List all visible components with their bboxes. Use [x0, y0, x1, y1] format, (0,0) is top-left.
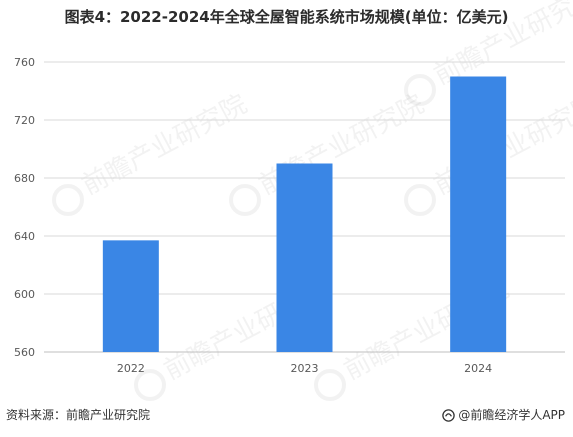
brand-credit: @前瞻经济学人APP: [442, 405, 565, 425]
watermark: 前瞻产业研究院: [52, 89, 252, 216]
watermark-logo-icon: [52, 184, 84, 216]
y-tick-label: 600: [14, 288, 35, 301]
chart-title: 图表4：2022-2024年全球全屋智能系统市场规模(单位：亿美元): [64, 8, 509, 26]
bar-2024: [450, 76, 507, 352]
x-tick-label: 2024: [464, 362, 492, 375]
watermark-text: 前瞻产业研究院: [77, 89, 252, 201]
brand-text: @前瞻经济学人APP: [458, 408, 565, 422]
bar-2023: [276, 163, 333, 352]
y-tick-label: 640: [14, 230, 35, 243]
watermark-logo-icon: [134, 369, 166, 401]
y-tick-label: 680: [14, 172, 35, 185]
y-axis: 560 600 640 680 720 760: [14, 56, 35, 359]
watermark-logo-icon: [314, 369, 346, 401]
x-axis: 2022 2023 2024: [117, 362, 492, 375]
y-tick-label: 760: [14, 56, 35, 69]
brand-logo-icon: [442, 408, 456, 422]
y-tick-label: 560: [14, 346, 35, 359]
watermark-logo-icon: [404, 74, 436, 106]
bar-2022: [102, 240, 159, 352]
watermark-logo-icon: [229, 184, 261, 216]
watermark-logo-icon: [404, 184, 436, 216]
bars: [102, 76, 507, 352]
x-tick-label: 2023: [291, 362, 319, 375]
source-note: 资料来源：前瞻产业研究院: [6, 408, 151, 422]
x-tick-label: 2022: [117, 362, 145, 375]
y-tick-label: 720: [14, 114, 35, 127]
